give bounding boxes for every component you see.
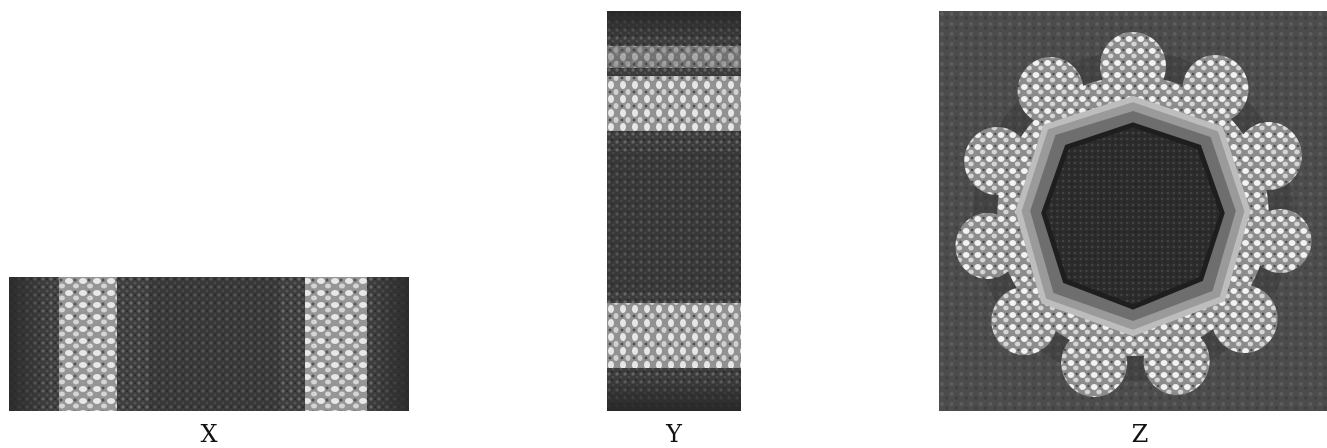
panel-label-x: X — [200, 420, 218, 448]
projection-y-image — [607, 11, 741, 411]
projection-x-image — [9, 277, 409, 411]
projection-panel-x — [9, 277, 409, 411]
panel-label-y: Y — [666, 420, 682, 448]
projection-panel-z — [939, 11, 1327, 411]
projection-z-image — [939, 11, 1327, 411]
panel-label-z: Z — [1131, 420, 1149, 448]
projection-panel-y — [607, 11, 741, 411]
